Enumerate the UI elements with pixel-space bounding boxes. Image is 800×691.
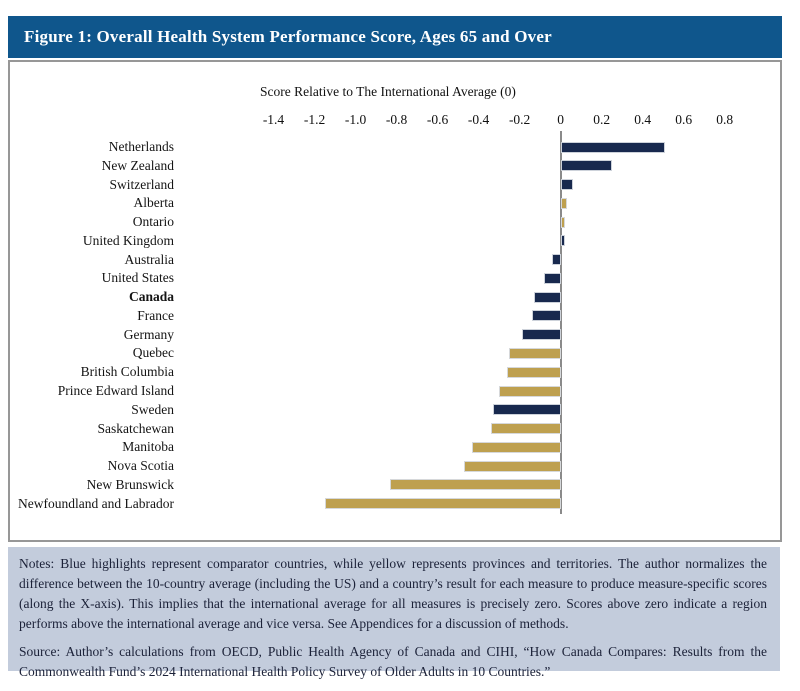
x-tick-label: -1.0 bbox=[344, 112, 367, 127]
notes-text: Notes: Blue highlights represent compara… bbox=[19, 556, 767, 631]
source-text: Source: Author’s calculations from OECD,… bbox=[19, 644, 767, 679]
chart-area: Score Relative to The International Aver… bbox=[8, 60, 782, 542]
x-tick-label: -1.4 bbox=[262, 112, 285, 127]
category-label: United States bbox=[101, 270, 174, 286]
x-tick-label: -0.4 bbox=[467, 112, 490, 127]
x-tick-label: 0.4 bbox=[634, 112, 652, 127]
bar-province bbox=[560, 197, 567, 209]
notes-panel: Notes: Blue highlights represent compara… bbox=[8, 547, 780, 679]
bar-country bbox=[560, 141, 666, 153]
x-tick-label: 0.6 bbox=[675, 112, 693, 127]
bar-province bbox=[499, 385, 561, 397]
bar-province bbox=[464, 460, 561, 472]
x-tick-label: -1.2 bbox=[303, 112, 326, 127]
zero-axis-line bbox=[559, 131, 562, 514]
x-tick-label: 0.8 bbox=[716, 112, 734, 127]
category-label: New Zealand bbox=[101, 157, 174, 173]
x-axis-title: Score Relative to The International Aver… bbox=[260, 84, 516, 99]
category-label: Saskatchewan bbox=[97, 420, 174, 436]
bar-country bbox=[533, 291, 561, 303]
x-tick-label: 0.2 bbox=[593, 112, 611, 127]
category-label: Switzerland bbox=[109, 176, 174, 192]
bar-province bbox=[324, 498, 561, 510]
bar-province bbox=[490, 423, 561, 435]
category-label: Quebec bbox=[132, 345, 174, 361]
bar-province bbox=[507, 366, 561, 378]
category-label: Australia bbox=[124, 251, 175, 267]
x-tick-label: -0.8 bbox=[385, 112, 408, 127]
category-label: Prince Edward Island bbox=[57, 383, 174, 398]
bar-country bbox=[492, 404, 561, 416]
x-tick-label: -0.2 bbox=[508, 112, 531, 127]
plot-area: -1.4 -1.2 -1.0 -0.8 -0.6 -0.4 -0.2 0 0.2 0.4 0.6 0.… bbox=[253, 62, 776, 540]
bar-country bbox=[521, 329, 561, 341]
category-label: Germany bbox=[123, 326, 174, 342]
category-label: Canada bbox=[128, 289, 174, 305]
category-label: France bbox=[137, 307, 174, 323]
category-label: British Columbia bbox=[80, 364, 174, 380]
bar-country bbox=[560, 160, 612, 172]
category-label: United Kingdom bbox=[82, 232, 174, 248]
category-label: Alberta bbox=[133, 195, 174, 211]
category-label: Manitoba bbox=[122, 439, 174, 455]
bar-province bbox=[390, 479, 561, 491]
bar-province bbox=[472, 441, 561, 453]
category-label: Netherlands bbox=[108, 139, 174, 154]
category-label: Ontario bbox=[132, 214, 174, 230]
bar-province bbox=[560, 216, 565, 228]
x-tick-label: 0 bbox=[557, 112, 565, 127]
category-labels: Netherlands New Zealand Switzerland Alberta… bbox=[10, 62, 174, 540]
bar-country bbox=[544, 272, 561, 284]
category-label: Nova Scotia bbox=[107, 458, 174, 474]
figure-title: Figure 1: Overall Health System Performa… bbox=[24, 27, 552, 46]
bar-country bbox=[560, 235, 565, 247]
category-label: Sweden bbox=[131, 401, 174, 417]
bar-country bbox=[531, 310, 561, 322]
bar-province bbox=[509, 347, 561, 359]
bar-country bbox=[560, 179, 573, 191]
category-label: New Brunswick bbox=[86, 476, 174, 492]
category-label: Newfoundland and Labrador bbox=[18, 495, 174, 511]
figure-title-bar: Figure 1: Overall Health System Performa… bbox=[8, 16, 782, 58]
bar-country bbox=[552, 254, 561, 266]
x-tick-label: -0.6 bbox=[426, 112, 449, 127]
